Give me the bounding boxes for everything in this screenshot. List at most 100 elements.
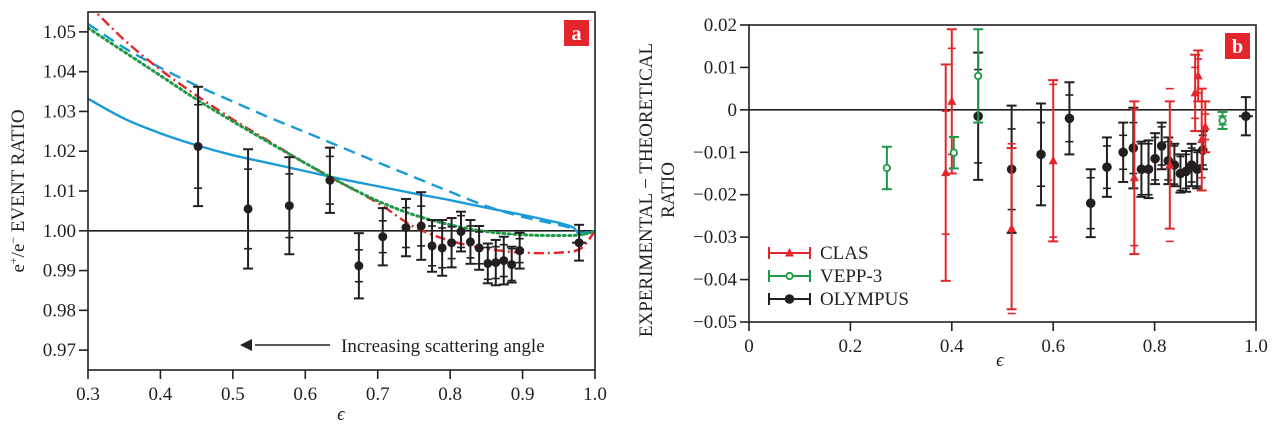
panel-a-olympus-point xyxy=(427,241,437,251)
panel-b-legend-clas-triangle-marker xyxy=(785,248,794,257)
panel-b-olympus-filled-circle-marker xyxy=(1064,113,1075,124)
panel-a-theory-curves xyxy=(88,12,595,255)
panel-b-olympus-filled-circle-marker xyxy=(1241,111,1251,122)
panel-a-y-tick-label: 1.03 xyxy=(43,101,76,122)
panel-b-olympus-filled-circle-marker xyxy=(1085,198,1096,208)
panel-b-y-tick-label: −0.02 xyxy=(693,185,737,206)
panel-b-olympus-filled-circle-marker xyxy=(1036,149,1046,160)
panel-b-plot-frame xyxy=(748,24,1257,323)
panel-b-olympus-filled-circle-marker xyxy=(1128,143,1139,153)
panel-b-olympus-filled-circle-marker xyxy=(1192,164,1202,175)
panel-a-y-ticks: 0.97 0.98 0.99 1.00 1.01 1.02 1.03 1.04 1.05 xyxy=(43,22,88,361)
panel-a-x-tick-label: 0.9 xyxy=(511,384,535,405)
panel-b-x-tick-label: 0.4 xyxy=(940,336,964,357)
panel-a-olympus-point xyxy=(499,256,509,266)
panel-a-olympus-point xyxy=(325,175,335,185)
panel-a-y-tick-label: 1.05 xyxy=(43,22,76,43)
panel-a-badge-label: a xyxy=(572,23,582,45)
panel-b-y-tick-label: −0.05 xyxy=(693,312,737,333)
panel-a-olympus-point xyxy=(456,227,466,237)
panel-a-y-tick-label: 0.98 xyxy=(43,300,76,321)
panel-b-x-ticks: 0 0.2 0.4 0.6 0.8 1.0 xyxy=(744,322,1268,357)
panel-a-event-ratio-chart: 0.3 0.4 0.5 0.6 0.7 0.8 0.9 1.0 0.97 0.98 0.99 1.0… xyxy=(6,11,607,425)
panel-a-olympus-point xyxy=(465,237,475,247)
panel-b-olympus-filled-circle-marker xyxy=(1143,164,1154,175)
panel-a-y-axis-title: e+/e− EVENT RATIO xyxy=(6,109,29,272)
panel-a-y-tick-label: 1.02 xyxy=(43,141,76,162)
panel-b-x-axis-title: ϵ xyxy=(996,350,1005,371)
panel-a-badge-box xyxy=(564,20,589,46)
panel-b-y-tick-label: −0.03 xyxy=(693,227,737,248)
panel-a-y-tick-label: 0.97 xyxy=(43,340,76,361)
panel-b-y-tick-label: 0 xyxy=(728,100,738,121)
panel-b-y-tick-label: −0.01 xyxy=(693,142,737,163)
panel-a-x-tick-label: 0.3 xyxy=(76,384,100,405)
panel-b-y-tick-label: −0.04 xyxy=(693,270,737,291)
panel-b-olympus-filled-circle-marker xyxy=(1150,153,1160,164)
panel-a-olympus-point xyxy=(447,238,457,248)
panel-a-y-tick-label: 1.00 xyxy=(43,221,76,242)
panel-a-olympus-point xyxy=(515,246,525,256)
panel-b-olympus-filled-circle-marker xyxy=(1118,147,1128,158)
panel-a-olympus-points xyxy=(193,85,587,300)
panel-a-y-tick-label: 1.01 xyxy=(43,181,76,202)
panel-b-legend-vepp3-label: VEPP-3 xyxy=(820,266,882,287)
panel-b-legend-vepp3-entry: VEPP-3 xyxy=(768,266,882,287)
panel-b-clas-triangle-marker xyxy=(1007,223,1017,233)
panel-a-olympus-point xyxy=(284,201,294,211)
panel-a-olympus-point xyxy=(354,261,364,271)
panel-b-axes xyxy=(748,24,1257,323)
panel-b-x-tick-label: 0 xyxy=(744,336,754,357)
panel-a-olympus-point xyxy=(416,221,426,231)
panel-b-y-axis-title-line2: RATIO xyxy=(658,162,679,218)
panel-b-y-ticks: −0.05 −0.04 −0.03 −0.02 −0.01 0 0.01 0.02 xyxy=(693,15,749,333)
panel-b-badge-label: b xyxy=(1232,36,1243,58)
panel-a-curve-theory-blue-dashed xyxy=(88,22,595,234)
panel-b-legend-olympus-entry: OLYMPUS xyxy=(768,289,909,310)
panel-b-x-tick-label: 1.0 xyxy=(1244,336,1268,357)
panel-a-olympus-point xyxy=(507,260,517,270)
panel-b-clas-triangle-marker xyxy=(1200,121,1210,131)
panel-b-vepp3-open-circle-marker xyxy=(1218,116,1227,125)
panel-b-legend-vepp3-open-circle-marker xyxy=(785,271,794,281)
panel-b-points xyxy=(881,28,1253,315)
panel-a-x-tick-label: 0.7 xyxy=(366,384,390,405)
panel-a-axes xyxy=(87,11,596,371)
panel-a-olympus-point xyxy=(243,204,253,214)
panel-b-legend-olympus-label: OLYMPUS xyxy=(820,289,909,310)
panel-b-badge: b xyxy=(1225,33,1250,59)
panel-a-x-tick-label: 1.0 xyxy=(583,384,607,405)
panel-b-olympus-filled-circle-marker xyxy=(1156,141,1167,151)
panel-a-olympus-point xyxy=(483,258,493,268)
panel-a-olympus-point xyxy=(193,141,203,151)
panel-a-y-tick-label: 1.04 xyxy=(43,62,77,83)
panel-a-x-axis-title: ϵ xyxy=(337,404,346,425)
panel-b-vepp3-series xyxy=(881,28,1228,191)
panel-b-olympus-filled-circle-marker xyxy=(1136,164,1147,175)
panel-a-x-tick-label: 0.6 xyxy=(293,384,317,405)
panel-b-olympus-series xyxy=(973,51,1253,239)
panel-b-badge-box xyxy=(1225,33,1250,59)
panel-b-legend-olympus-filled-circle-marker xyxy=(784,294,795,304)
panel-a-x-tick-label: 0.4 xyxy=(149,384,173,405)
panel-b-x-tick-label: 0.2 xyxy=(839,336,863,357)
panel-b-x-tick-label: 0.6 xyxy=(1041,336,1065,357)
panel-a-annotation-arrow-head-icon xyxy=(240,339,252,351)
panel-a-olympus-point xyxy=(437,243,447,253)
panel-b-legend-clas-label: CLAS xyxy=(820,243,869,264)
panel-a-olympus-point xyxy=(491,258,501,268)
panel-a-badge: a xyxy=(564,20,589,46)
panel-a-y-tick-label: 0.99 xyxy=(43,261,76,282)
panel-a-olympus-point xyxy=(401,223,411,233)
panel-a-olympus-point xyxy=(574,238,584,248)
panel-b-olympus-filled-circle-marker xyxy=(1102,162,1112,172)
panel-a-olympus-error-bar xyxy=(427,219,438,273)
panel-b-y-axis-title-line1: EXPERIMENTAL − THEORETICAL xyxy=(636,43,657,337)
panel-b-y-tick-label: 0.02 xyxy=(704,15,737,36)
panel-b-clas-triangle-marker xyxy=(1129,172,1139,182)
panel-a-curve-theory-blue-solid xyxy=(88,97,595,236)
panel-b-y-tick-label: 0.01 xyxy=(704,57,737,78)
panel-b-vepp3-open-circle-marker xyxy=(949,148,958,157)
panel-a-olympus-point xyxy=(474,243,484,253)
